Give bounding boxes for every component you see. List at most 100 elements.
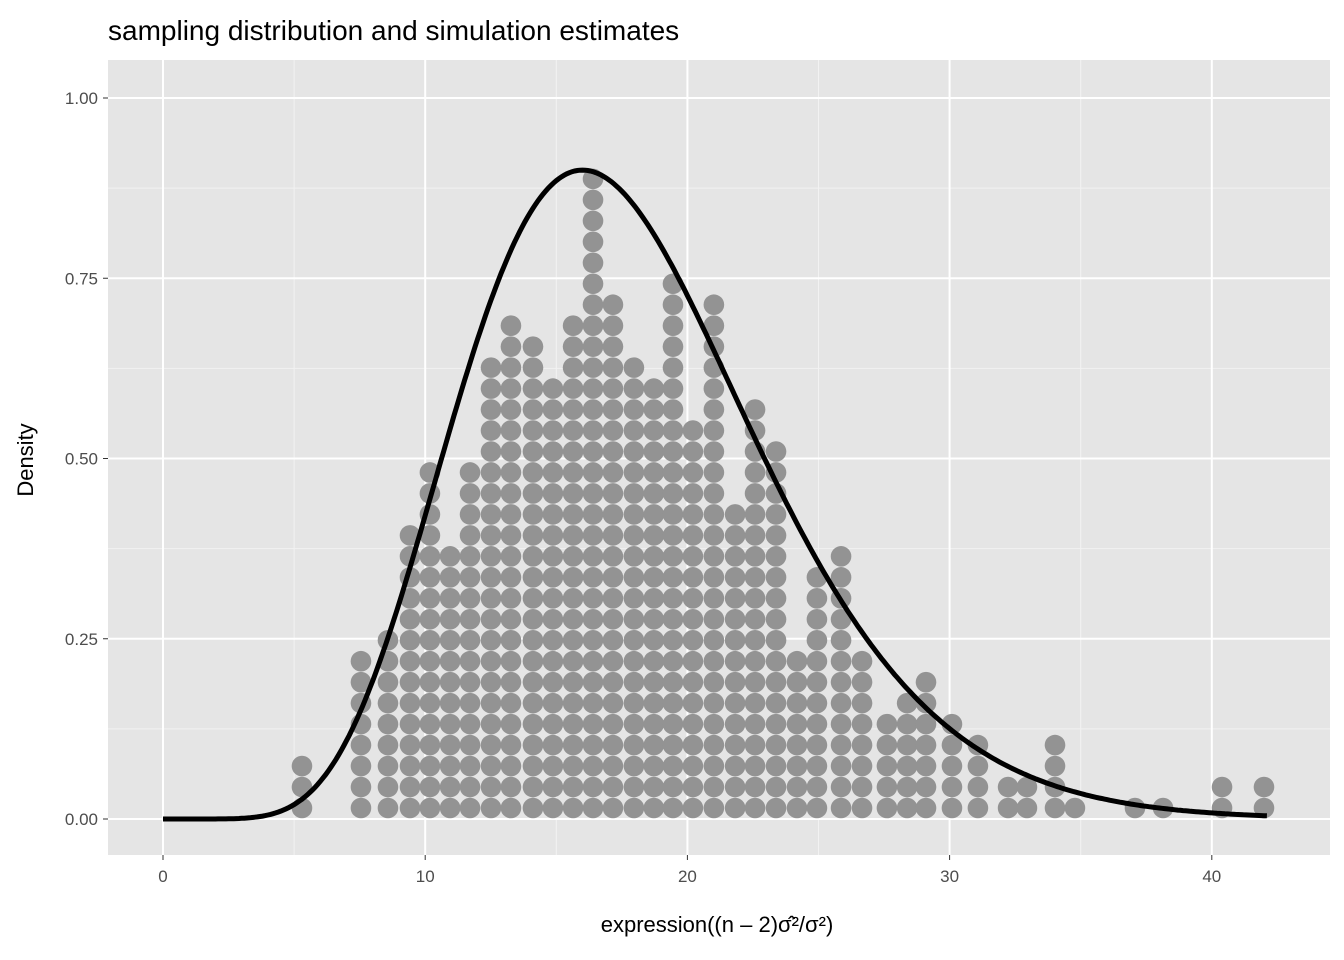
dot <box>459 462 481 483</box>
dot <box>662 294 684 316</box>
dot <box>1044 755 1066 777</box>
dot <box>703 420 725 441</box>
dot <box>643 713 665 735</box>
dot <box>439 734 461 756</box>
dot <box>522 692 544 714</box>
dot <box>703 629 725 651</box>
dot <box>582 567 604 588</box>
dot <box>480 420 502 441</box>
dot <box>682 588 704 609</box>
dot <box>602 546 624 567</box>
dot <box>703 797 725 819</box>
dot <box>500 671 522 693</box>
dot <box>643 420 665 441</box>
dot <box>459 713 481 735</box>
dot <box>542 755 564 777</box>
dot <box>439 629 461 651</box>
dot <box>643 776 665 798</box>
dot <box>682 776 704 798</box>
dot <box>480 755 502 777</box>
dot <box>500 734 522 756</box>
dot <box>967 776 989 798</box>
dot <box>480 734 502 756</box>
dot <box>643 483 665 504</box>
dot <box>643 378 665 399</box>
dot <box>459 692 481 714</box>
dot <box>419 713 441 735</box>
dot <box>480 650 502 672</box>
dot <box>662 336 684 357</box>
dot <box>623 650 645 672</box>
dot <box>480 399 502 420</box>
dot <box>439 797 461 819</box>
x-tick-label: 30 <box>940 867 959 886</box>
dot <box>562 776 584 798</box>
dot <box>806 650 828 672</box>
x-tick-label: 10 <box>416 867 435 886</box>
dot <box>724 504 746 525</box>
dot <box>522 525 544 546</box>
dot <box>941 755 963 777</box>
x-tick-label: 0 <box>158 867 167 886</box>
dot <box>830 567 852 588</box>
dot <box>915 671 937 693</box>
dot <box>703 588 725 609</box>
dot <box>744 671 766 693</box>
dot <box>851 713 873 735</box>
dot <box>765 525 787 546</box>
dot <box>682 462 704 483</box>
dot <box>582 734 604 756</box>
dot <box>682 420 704 441</box>
dot <box>480 713 502 735</box>
dot <box>967 755 989 777</box>
dot <box>765 650 787 672</box>
dot <box>623 399 645 420</box>
dot <box>643 692 665 714</box>
dot <box>500 525 522 546</box>
dot <box>562 420 584 441</box>
dot <box>480 608 502 630</box>
dot <box>623 420 645 441</box>
dot <box>662 504 684 525</box>
dot <box>662 378 684 399</box>
dot <box>643 567 665 588</box>
dot <box>765 797 787 819</box>
dot <box>682 671 704 693</box>
dot <box>582 378 604 399</box>
dot <box>662 713 684 735</box>
dot <box>765 629 787 651</box>
dot <box>480 441 502 462</box>
dot <box>765 713 787 735</box>
dot <box>480 797 502 819</box>
dot <box>582 231 604 253</box>
dot <box>896 713 918 735</box>
dot <box>896 734 918 756</box>
dot <box>724 629 746 651</box>
dot <box>682 608 704 630</box>
dot <box>623 797 645 819</box>
dot <box>522 588 544 609</box>
dot <box>830 734 852 756</box>
dot <box>480 671 502 693</box>
dot <box>724 776 746 798</box>
dot <box>459 483 481 504</box>
dot <box>522 776 544 798</box>
dot <box>662 734 684 756</box>
dot <box>480 776 502 798</box>
dot <box>582 755 604 777</box>
dot <box>562 629 584 651</box>
dot <box>582 629 604 651</box>
dot <box>582 671 604 693</box>
dot <box>562 692 584 714</box>
dot <box>765 588 787 609</box>
dot <box>662 567 684 588</box>
dot <box>500 546 522 567</box>
dot <box>724 525 746 546</box>
dot <box>350 734 372 756</box>
dot <box>703 608 725 630</box>
dot <box>522 399 544 420</box>
dot <box>562 378 584 399</box>
dot <box>623 776 645 798</box>
dot <box>1064 797 1086 819</box>
